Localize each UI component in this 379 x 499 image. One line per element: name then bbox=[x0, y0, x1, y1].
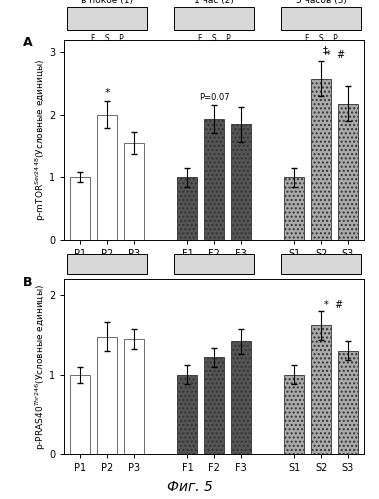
Bar bbox=[177, 375, 197, 454]
Text: 5 часов (3): 5 часов (3) bbox=[296, 0, 346, 5]
Bar bbox=[311, 78, 331, 240]
Text: P=0.07: P=0.07 bbox=[199, 93, 229, 102]
Text: *  #: * # bbox=[326, 50, 345, 60]
Y-axis label: p-PRAS40$^{Thr246}$(Условные единицы): p-PRAS40$^{Thr246}$(Условные единицы) bbox=[33, 284, 48, 450]
Bar bbox=[204, 119, 224, 240]
Bar bbox=[70, 375, 91, 454]
Bar bbox=[124, 339, 144, 454]
Text: в покое (1): в покое (1) bbox=[81, 0, 133, 5]
Bar bbox=[124, 143, 144, 240]
Text: F    S    P: F S P bbox=[198, 34, 230, 43]
Text: *  #: * # bbox=[324, 299, 343, 309]
Bar bbox=[284, 375, 304, 454]
Bar bbox=[338, 104, 358, 240]
Bar bbox=[97, 115, 117, 240]
Text: ‡: ‡ bbox=[323, 45, 327, 55]
Text: *: * bbox=[104, 88, 110, 98]
Text: A: A bbox=[22, 36, 32, 49]
Text: F    S    P: F S P bbox=[305, 34, 337, 43]
Bar bbox=[311, 325, 331, 454]
Bar bbox=[231, 341, 251, 454]
Bar bbox=[177, 177, 197, 240]
Bar bbox=[284, 177, 304, 240]
Y-axis label: p-mTOR$^{Ser2448}$(Условные единицы): p-mTOR$^{Ser2448}$(Условные единицы) bbox=[33, 58, 48, 221]
Text: F    S    P: F S P bbox=[91, 34, 124, 43]
Bar bbox=[97, 337, 117, 454]
Text: B: B bbox=[22, 276, 32, 289]
Bar bbox=[204, 357, 224, 454]
Bar bbox=[231, 124, 251, 240]
Text: 1 час (2): 1 час (2) bbox=[194, 0, 234, 5]
Bar bbox=[338, 351, 358, 454]
Bar bbox=[70, 177, 91, 240]
Text: Фиг. 5: Фиг. 5 bbox=[166, 480, 213, 494]
